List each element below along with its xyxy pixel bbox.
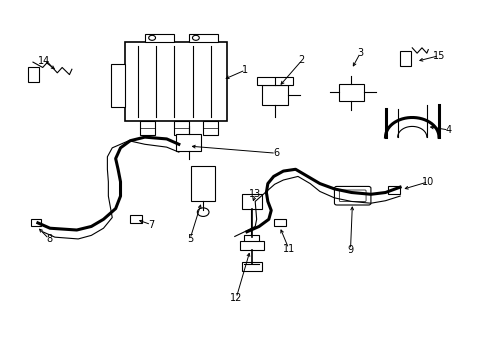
- Text: 9: 9: [346, 245, 353, 255]
- Bar: [174, 121, 188, 135]
- Bar: [239, 241, 264, 249]
- Bar: [256, 77, 292, 85]
- Bar: [203, 121, 217, 135]
- Bar: [176, 134, 201, 152]
- Text: 15: 15: [432, 51, 444, 61]
- Circle shape: [192, 35, 199, 40]
- Bar: [244, 235, 259, 243]
- FancyBboxPatch shape: [339, 190, 366, 202]
- FancyBboxPatch shape: [334, 186, 370, 205]
- Bar: [28, 67, 39, 82]
- Text: 12: 12: [229, 293, 242, 303]
- Text: 2: 2: [298, 55, 305, 65]
- Bar: [191, 166, 215, 202]
- FancyBboxPatch shape: [125, 42, 227, 121]
- Text: 8: 8: [46, 234, 52, 244]
- Bar: [144, 33, 174, 42]
- Text: 5: 5: [186, 234, 193, 244]
- Text: 4: 4: [445, 125, 451, 135]
- Bar: [242, 262, 261, 271]
- Circle shape: [197, 208, 208, 216]
- Text: 7: 7: [148, 220, 154, 230]
- Bar: [242, 194, 261, 208]
- Circle shape: [148, 35, 155, 40]
- Text: 13: 13: [248, 189, 261, 199]
- Bar: [188, 33, 217, 42]
- Bar: [30, 219, 41, 226]
- Bar: [140, 121, 154, 135]
- Bar: [273, 219, 285, 226]
- Bar: [111, 64, 125, 107]
- Text: 14: 14: [38, 56, 50, 66]
- Bar: [339, 84, 363, 102]
- Bar: [387, 186, 399, 194]
- Bar: [130, 215, 142, 223]
- Text: 10: 10: [421, 177, 433, 187]
- Bar: [261, 85, 287, 105]
- Text: 3: 3: [356, 48, 363, 58]
- Bar: [399, 51, 410, 66]
- Text: 1: 1: [242, 65, 248, 75]
- Text: 11: 11: [282, 244, 294, 253]
- Text: 6: 6: [272, 148, 279, 158]
